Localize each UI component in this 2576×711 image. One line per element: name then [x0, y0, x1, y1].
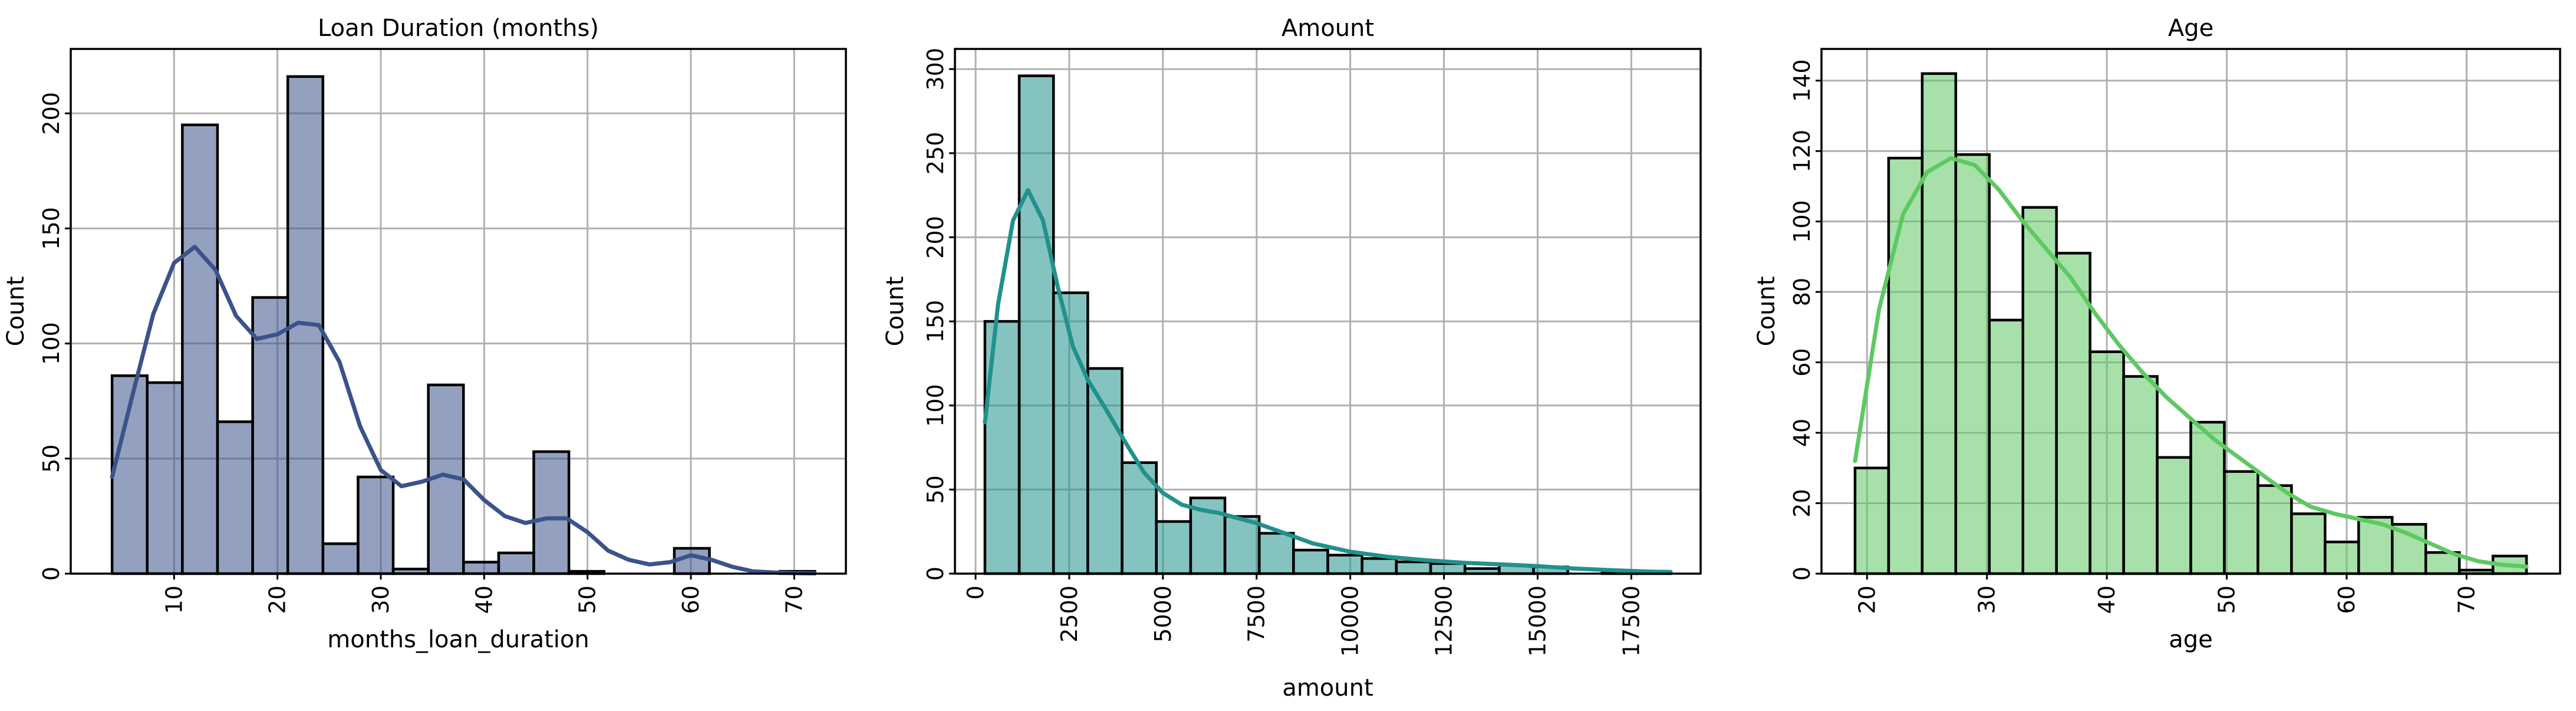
loan-duration-kde-line [110, 245, 817, 576]
age-x-tick-label-2: 40 [2094, 585, 2120, 614]
age-x-tick-label-5: 70 [2453, 585, 2479, 614]
amount-title: Amount [1282, 15, 1374, 42]
age-bar-12 [2257, 484, 2293, 575]
age-bar-3 [1954, 153, 1991, 575]
age-bar-8 [2122, 375, 2159, 575]
loan-duration-x-axis-label: months_loan_duration [327, 626, 589, 653]
loan-duration-bar-12 [532, 450, 571, 575]
loan-duration-y-tick-label-1: 50 [38, 445, 64, 473]
amount-bar-3 [1086, 367, 1124, 575]
age-bar-6 [2055, 252, 2091, 575]
loan-duration-bar-2 [181, 123, 219, 575]
age-bar-5 [2021, 206, 2058, 575]
amount-y-tick-label-4: 200 [923, 216, 948, 259]
amount-kde-line [983, 188, 1673, 574]
age-y-tick-label-0: 0 [1789, 567, 1815, 581]
age-y-axis-label: Count [1753, 276, 1780, 347]
age-y-tick-label-4: 80 [1789, 278, 1815, 306]
amount-y-axis-label: Count [882, 276, 909, 347]
loan-duration-bar-10 [462, 561, 500, 575]
age-bar-13 [2290, 512, 2327, 575]
loan-duration-axes-frame [70, 48, 847, 575]
age-y-tick-label-2: 40 [1789, 419, 1815, 447]
age-x-axis-label: age [2169, 626, 2213, 653]
loan-duration-bar-4 [251, 296, 289, 575]
age-bar-4 [1988, 318, 2024, 575]
loan-duration-x-tick-label-4: 50 [575, 585, 601, 614]
amount-x-tick-label-7: 17500 [1618, 585, 1644, 657]
amount-bar-13 [1429, 562, 1467, 575]
loan-duration-bar-3 [216, 420, 254, 575]
age-kde-line [1853, 156, 2529, 569]
amount-x-tick-label-2: 5000 [1150, 585, 1176, 643]
age-bar-2 [1921, 72, 1958, 575]
age-bar-1 [1887, 156, 1924, 575]
age-title: Age [2168, 15, 2213, 42]
amount-bar-5 [1155, 520, 1193, 575]
loan-duration-x-tick-label-1: 20 [265, 585, 291, 614]
age-x-tick-label-3: 50 [2214, 585, 2240, 614]
loan-duration-bar-11 [497, 551, 535, 575]
loan-duration-x-tick-label-2: 30 [368, 585, 394, 614]
age-x-tick-label-0: 20 [1854, 585, 1880, 614]
amount-bar-9 [1292, 548, 1329, 575]
amount-bar-12 [1395, 560, 1432, 575]
age-bar-0 [1853, 466, 1890, 575]
loan-duration-x-tick-label-0: 10 [161, 585, 187, 614]
loan-duration-y-tick-label-2: 100 [38, 322, 64, 365]
panel-loan-duration: 10 20 30 40 50 60 70 0 50 100 150 200 Loan Duration … [2, 15, 847, 653]
amount-axes-frame [954, 48, 1702, 575]
age-bar-9 [2156, 456, 2192, 575]
loan-duration-y-tick-label-0: 0 [38, 567, 64, 581]
age-x-tick-label-1: 30 [1974, 585, 2000, 614]
loan-duration-x-tick-label-3: 40 [471, 585, 497, 614]
amount-y-tick-label-5: 250 [923, 132, 948, 175]
age-bar-10 [2189, 420, 2226, 575]
amount-y-tick-label-0: 0 [923, 567, 948, 581]
amount-bar-1 [1017, 74, 1055, 575]
loan-duration-y-tick-label-3: 150 [38, 207, 64, 250]
amount-y-tick-label-2: 100 [923, 384, 948, 427]
age-y-tick-label-5: 100 [1789, 200, 1815, 243]
loan-duration-x-tick-label-5: 60 [678, 585, 704, 614]
age-bar-7 [2089, 350, 2125, 575]
loan-duration-bar-6 [321, 542, 360, 575]
amount-bar-10 [1326, 554, 1363, 575]
loan-duration-y-tick-label-4: 200 [38, 92, 64, 135]
amount-x-axis-label: amount [1282, 674, 1373, 702]
amount-bar-7 [1223, 515, 1261, 575]
loan-duration-bar-1 [146, 381, 184, 575]
amount-y-tick-label-1: 50 [923, 475, 948, 503]
age-bar-11 [2223, 470, 2259, 575]
amount-bar-8 [1257, 532, 1295, 575]
age-axes-frame [1820, 48, 2561, 575]
amount-x-tick-label-5: 12500 [1431, 585, 1457, 657]
age-y-tick-label-7: 140 [1789, 59, 1815, 102]
amount-x-tick-label-4: 10000 [1338, 585, 1363, 657]
loan-duration-x-tick-label-6: 70 [781, 585, 807, 614]
loan-duration-y-axis-label: Count [2, 276, 29, 347]
amount-x-tick-label-1: 2500 [1056, 585, 1082, 643]
amount-x-tick-label-6: 15000 [1524, 585, 1550, 657]
loan-duration-bar-7 [357, 475, 395, 575]
amount-x-tick-label-0: 0 [963, 585, 989, 600]
age-x-tick-label-4: 60 [2334, 585, 2360, 614]
age-y-tick-label-6: 120 [1789, 130, 1815, 173]
age-y-tick-label-1: 20 [1789, 489, 1815, 517]
amount-bar-11 [1361, 557, 1398, 575]
amount-y-tick-label-3: 150 [923, 300, 948, 343]
amount-y-tick-label-6: 300 [923, 48, 948, 91]
panel-amount: 0 2500 5000 7500 10000 12500 15000 17500 0 50 100 1… [882, 15, 1702, 702]
amount-x-tick-label-3: 7500 [1244, 585, 1270, 643]
loan-duration-title: Loan Duration (months) [318, 15, 599, 42]
panel-age: 20 30 40 50 60 70 0 20 40 60 80 100 120 140 Age age Coun… [1753, 15, 2561, 653]
age-bar-14 [2324, 540, 2360, 575]
age-y-tick-label-3: 60 [1789, 348, 1815, 376]
